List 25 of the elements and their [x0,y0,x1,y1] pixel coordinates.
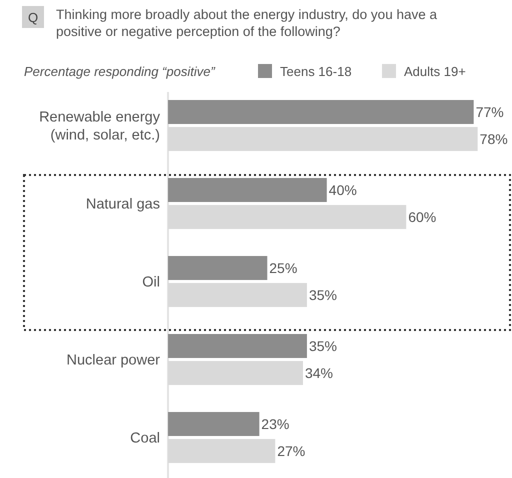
y-tick-label: Nuclear power [66,352,160,368]
y-tick-label: Renewable energy (wind, solar, etc.) [39,110,161,144]
bar [168,334,307,358]
data-label: 35% [308,287,337,303]
data-label: 78% [480,131,508,147]
data-label: 27% [277,443,306,459]
data-label: 34% [304,365,334,381]
chart-subtitle: Percentage responding “positive” [24,64,216,79]
bar [168,412,260,436]
data-label: 40% [328,182,357,198]
legend-label: Teens 16-18 [280,64,352,79]
data-label: 35% [308,338,337,354]
bar [168,178,327,202]
data-label: 60% [408,209,436,225]
text: Q [28,10,38,25]
data-label: 25% [269,260,298,276]
legend-label: Adults 19+ [404,64,466,79]
y-tick-label: Oil [142,274,160,290]
data-label: 77% [476,104,504,120]
data-label: 23% [261,416,290,432]
bar [168,100,474,124]
chart-title: Thinking more broadly about the energy industry, do you have a positive or negative perception of the following? [56,7,438,39]
y-tick-label: Natural gas [86,196,160,212]
y-tick-label: Coal [130,430,160,446]
bar [168,256,268,280]
